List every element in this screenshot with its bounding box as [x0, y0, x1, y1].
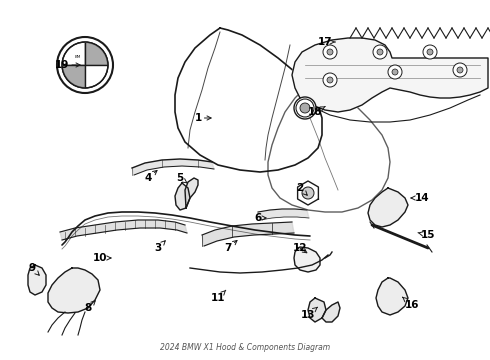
Circle shape: [427, 49, 433, 55]
Text: 5: 5: [176, 173, 187, 183]
Polygon shape: [132, 159, 214, 175]
Polygon shape: [202, 222, 294, 246]
Circle shape: [302, 187, 314, 199]
Text: 11: 11: [211, 290, 226, 303]
Circle shape: [294, 97, 316, 119]
Circle shape: [392, 69, 398, 75]
Polygon shape: [185, 178, 198, 208]
Polygon shape: [63, 65, 85, 87]
Circle shape: [62, 42, 108, 88]
Text: 2: 2: [296, 183, 307, 195]
Polygon shape: [294, 247, 320, 272]
Polygon shape: [175, 183, 190, 210]
Polygon shape: [297, 181, 318, 205]
Text: 2024 BMW X1 Hood & Components Diagram: 2024 BMW X1 Hood & Components Diagram: [160, 343, 330, 352]
Text: 12: 12: [293, 243, 307, 253]
Polygon shape: [308, 298, 326, 322]
Circle shape: [423, 45, 437, 59]
Text: 9: 9: [28, 263, 39, 275]
Circle shape: [323, 45, 337, 59]
Circle shape: [377, 49, 383, 55]
Text: 15: 15: [418, 230, 435, 240]
Text: 4: 4: [145, 171, 157, 183]
Circle shape: [453, 63, 467, 77]
Polygon shape: [85, 42, 107, 65]
Circle shape: [457, 67, 463, 73]
Circle shape: [388, 65, 402, 79]
Circle shape: [373, 45, 387, 59]
Text: BM: BM: [75, 55, 81, 59]
Circle shape: [327, 49, 333, 55]
Text: W: W: [90, 71, 94, 75]
Text: 3: 3: [154, 241, 165, 253]
Circle shape: [300, 103, 310, 113]
Text: 16: 16: [403, 297, 419, 310]
Polygon shape: [292, 38, 488, 112]
Polygon shape: [48, 268, 100, 313]
Circle shape: [327, 77, 333, 83]
Circle shape: [323, 73, 337, 87]
Text: 17: 17: [318, 37, 335, 47]
Polygon shape: [376, 278, 408, 315]
Polygon shape: [258, 209, 309, 220]
Text: 14: 14: [411, 193, 429, 203]
Polygon shape: [368, 188, 408, 227]
Text: 7: 7: [224, 240, 237, 253]
Circle shape: [57, 37, 113, 93]
Polygon shape: [28, 265, 46, 295]
Circle shape: [296, 99, 314, 117]
Polygon shape: [322, 302, 340, 322]
Text: 18: 18: [308, 107, 325, 117]
Text: 19: 19: [55, 60, 80, 70]
Text: 13: 13: [301, 307, 318, 320]
Text: 10: 10: [93, 253, 111, 263]
Polygon shape: [60, 220, 187, 240]
Circle shape: [299, 102, 311, 114]
Text: 8: 8: [84, 301, 95, 313]
Text: 6: 6: [254, 213, 266, 223]
Text: 1: 1: [195, 113, 211, 123]
